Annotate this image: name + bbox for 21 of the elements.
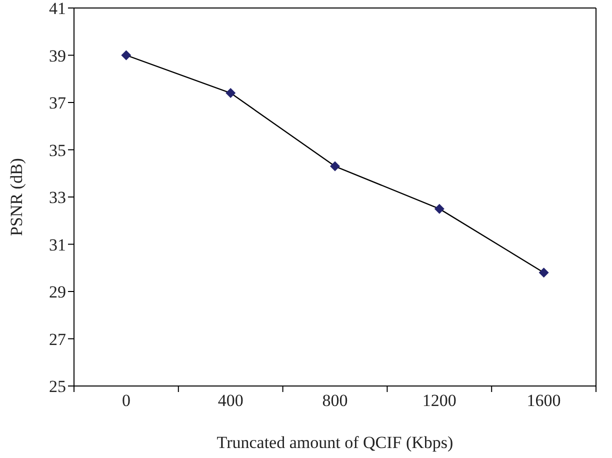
y-tick-label: 33 <box>49 188 66 208</box>
x-axis-title: Truncated amount of QCIF (Kbps) <box>216 433 454 452</box>
x-tick-label: 0 <box>122 391 130 410</box>
x-tick-label: 400 <box>218 391 244 410</box>
y-tick-label: 39 <box>49 46 66 66</box>
y-tick-label: 29 <box>49 282 66 302</box>
y-tick-label: 37 <box>49 94 66 113</box>
x-tick-label: 1600 <box>526 391 561 410</box>
y-axis-title: PSNR (dB) <box>7 158 26 236</box>
x-tick-label: 800 <box>322 391 348 410</box>
y-tick-label: 31 <box>49 235 66 254</box>
y-tick-label: 27 <box>49 330 66 349</box>
y-tick-label: 41 <box>49 0 66 18</box>
y-tick-label: 25 <box>49 377 66 396</box>
y-tick-label: 35 <box>49 140 66 160</box>
point <box>538 268 549 278</box>
point <box>434 204 444 214</box>
x-tick-label: 1200 <box>422 391 456 410</box>
point <box>330 161 340 172</box>
point <box>121 50 132 60</box>
point <box>226 88 236 98</box>
